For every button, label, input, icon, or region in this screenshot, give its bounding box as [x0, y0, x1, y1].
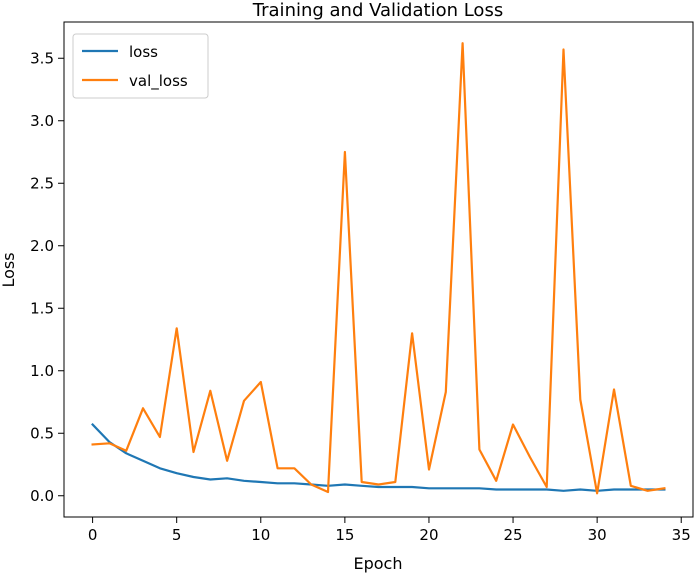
- x-tick-label: 25: [503, 526, 522, 544]
- x-tick-label: 35: [672, 526, 691, 544]
- series-line-loss: [91, 422, 666, 492]
- y-axis-label: Loss: [0, 252, 18, 287]
- y-tick-label: 2.5: [30, 174, 54, 192]
- x-tick-label: 5: [172, 526, 182, 544]
- plot-frame: [63, 21, 694, 518]
- x-tick-label: 0: [88, 526, 98, 544]
- x-axis-label: Epoch: [354, 554, 403, 573]
- legend: loss val_loss: [72, 33, 209, 99]
- x-tick-label: 10: [251, 526, 270, 544]
- y-tick-label: 1.0: [30, 362, 54, 380]
- y-axis-ticks: 0.0 0.5 1.0 1.5 2.0 2.5 3.0 3.5: [30, 49, 64, 505]
- x-tick-label: 15: [335, 526, 354, 544]
- legend-label-loss: loss: [129, 43, 158, 61]
- plot-lines: [91, 42, 666, 495]
- legend-label-val-loss: val_loss: [129, 72, 188, 91]
- x-tick-label: 20: [419, 526, 438, 544]
- series-line-val-loss: [91, 42, 666, 495]
- y-tick-label: 3.0: [30, 112, 54, 130]
- x-tick-label: 30: [588, 526, 607, 544]
- y-tick-label: 2.0: [30, 237, 54, 255]
- x-axis-ticks: 0 5 10 15 20 25 30 35: [88, 517, 691, 544]
- y-tick-label: 3.5: [30, 49, 54, 67]
- y-tick-label: 1.5: [30, 299, 54, 317]
- y-tick-label: 0.5: [30, 424, 54, 442]
- y-tick-label: 0.0: [30, 487, 54, 505]
- chart-title: Training and Validation Loss: [252, 0, 503, 21]
